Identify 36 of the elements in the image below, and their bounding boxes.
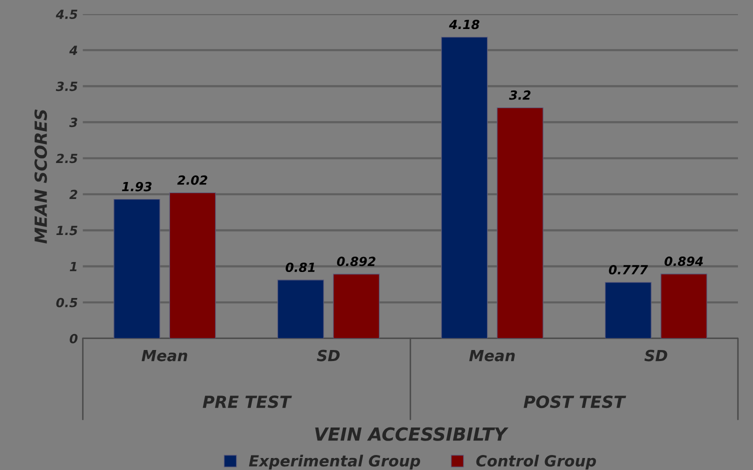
bar bbox=[604, 282, 652, 338]
x-tick-label: Mean bbox=[469, 350, 515, 362]
y-tick-label: 0.5 bbox=[56, 298, 78, 308]
x-axis-title: VEIN ACCESSIBILTY bbox=[315, 427, 508, 441]
y-tick-label: 4.5 bbox=[56, 10, 78, 20]
y-tick-label: 2 bbox=[69, 190, 78, 200]
data-label: 0.777 bbox=[608, 264, 648, 274]
y-tick-label: 3 bbox=[69, 118, 78, 128]
data-label: 4.18 bbox=[449, 20, 480, 30]
text: POST TEST bbox=[524, 395, 626, 408]
y-tick-label: 4 bbox=[69, 46, 78, 55]
x-tick-label: Mean bbox=[142, 350, 188, 362]
bar bbox=[169, 192, 216, 338]
legend-label: Experimental Group bbox=[248, 454, 420, 470]
y-tick-label: 2.5 bbox=[56, 154, 78, 164]
x-tick-label: SD bbox=[644, 350, 668, 362]
y-tick-label: 1.5 bbox=[56, 226, 78, 236]
bar bbox=[114, 198, 160, 338]
data-label: 0.894 bbox=[664, 256, 703, 266]
y-tick-label: 0 bbox=[70, 334, 78, 344]
bar bbox=[496, 107, 544, 338]
data-label: 0.892 bbox=[337, 256, 376, 266]
data-label: 3.2 bbox=[509, 90, 530, 100]
legend-label: Control Group bbox=[476, 454, 596, 470]
bar bbox=[333, 274, 380, 338]
bar bbox=[660, 274, 708, 338]
text: PRE TEST bbox=[202, 395, 292, 408]
y-axis-title: MEAN SCORES bbox=[34, 110, 48, 244]
y-tick-label: 1 bbox=[70, 262, 76, 272]
y-tick-label: 3.5 bbox=[56, 82, 78, 92]
bar bbox=[441, 36, 488, 338]
bar bbox=[277, 280, 324, 338]
data-label: 1.93 bbox=[122, 182, 152, 192]
data-label: 2.02 bbox=[177, 175, 208, 185]
data-label: 0.81 bbox=[286, 262, 315, 272]
x-tick-label: SD bbox=[316, 350, 340, 362]
